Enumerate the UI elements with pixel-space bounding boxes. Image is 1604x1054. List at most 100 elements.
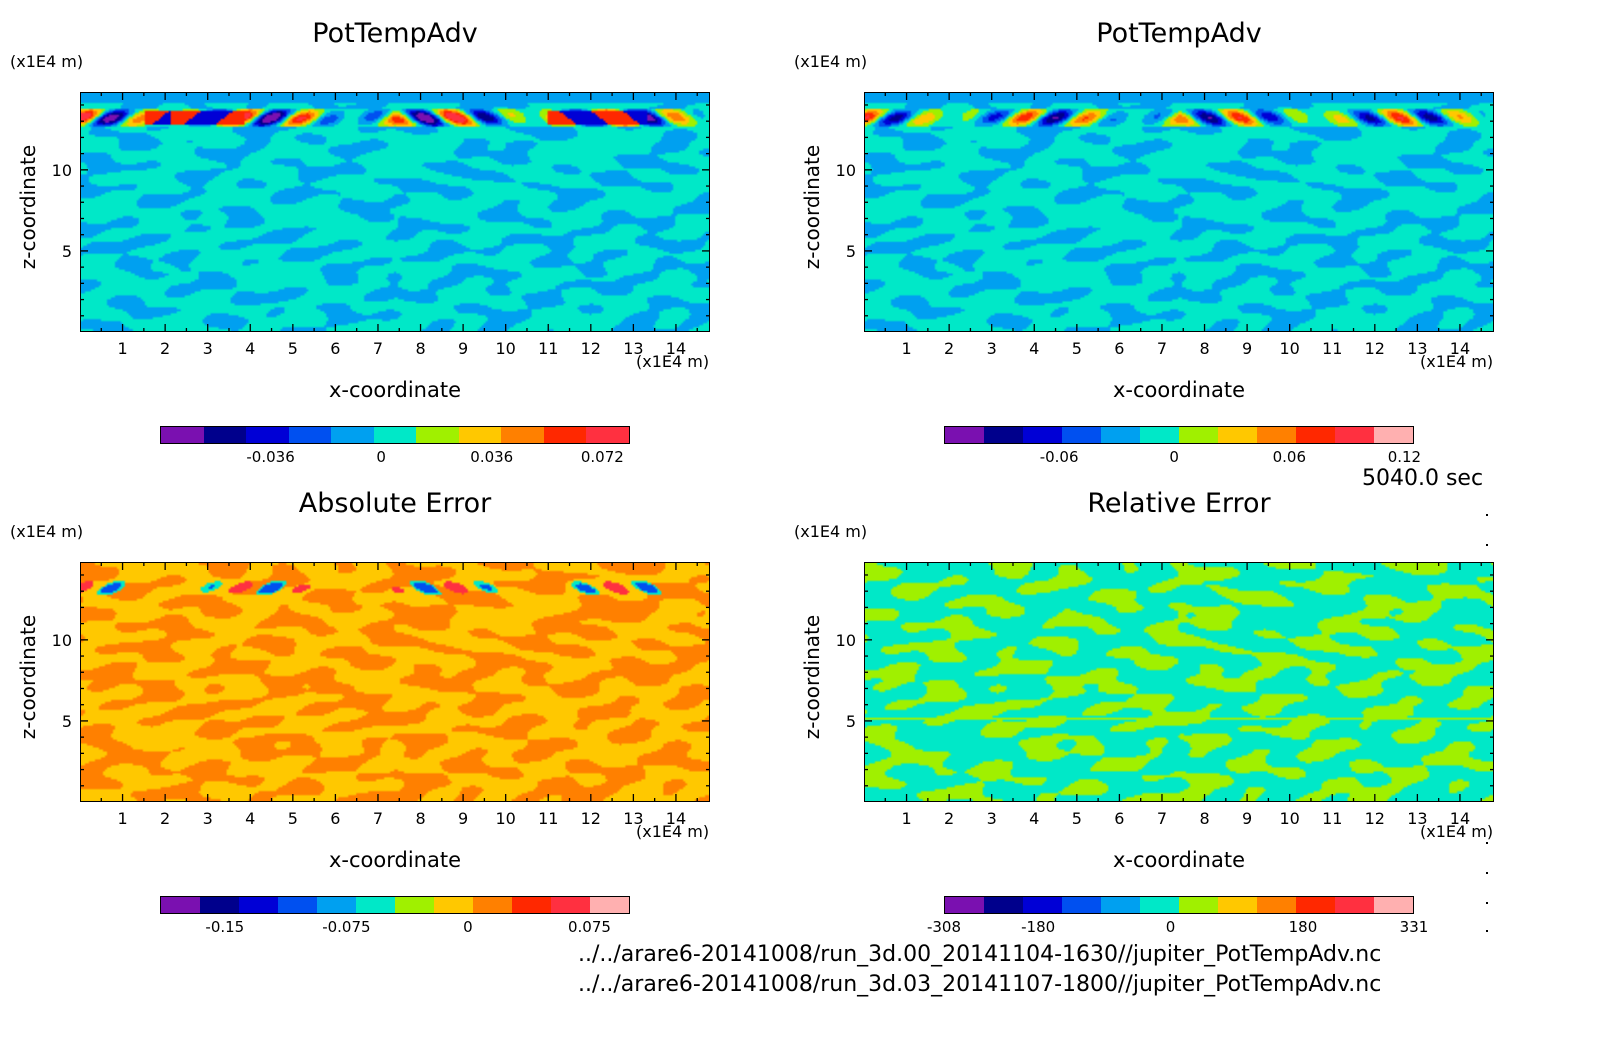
colorbar-swatch	[473, 897, 512, 913]
heatmap-canvas	[865, 93, 1493, 331]
x-tick-label: 4	[245, 339, 255, 358]
heatmap-plot-area	[80, 562, 710, 802]
colorbar-tick-label: -0.06	[1039, 448, 1079, 466]
colorbar-swatch	[1062, 897, 1101, 913]
heatmap-canvas	[865, 563, 1493, 801]
x-tick-label: 14	[666, 339, 686, 358]
x-tick-label: 2	[944, 339, 954, 358]
heatmap-canvas	[81, 93, 709, 331]
x-tick-label: 11	[1322, 339, 1342, 358]
colorbar-tick-label: 0	[1165, 918, 1176, 936]
colorbar-swatch	[317, 897, 356, 913]
colorbar-swatch	[458, 427, 502, 443]
y-unit: (x1E4 m)	[794, 52, 868, 71]
x-tick-label: 3	[203, 339, 213, 358]
y-tick-label: 5	[62, 712, 72, 731]
chart-title: PotTempAdv	[1096, 18, 1262, 49]
x-tick-label: 7	[373, 809, 383, 828]
colorbar-swatch	[1257, 427, 1296, 443]
colorbar-swatch	[984, 897, 1023, 913]
x-tick-label: 5	[288, 339, 298, 358]
x-axis-label: x-coordinate	[1112, 378, 1245, 402]
colorbar-tick-label: 0	[1169, 448, 1179, 466]
colorbar-swatch	[512, 897, 551, 913]
x-tick-label: 14	[1450, 809, 1470, 828]
x-axis-label: x-coordinate	[1112, 848, 1245, 872]
x-tick-label: 9	[458, 809, 468, 828]
margin-dot	[1486, 514, 1488, 516]
x-tick-label: 11	[538, 339, 558, 358]
y-tick-label: 10	[836, 161, 856, 180]
colorbar-swatch	[551, 897, 590, 913]
colorbar-labels: -0.036 0 0.036 0.072	[0, 0, 790, 470]
x-tick-label: 6	[1114, 809, 1124, 828]
x-axis-label: x-coordinate	[328, 848, 461, 872]
colorbar-swatch	[373, 427, 417, 443]
chart-title: Relative Error	[1087, 488, 1271, 519]
heatmap-plot-area	[864, 92, 1494, 332]
x-tick-label: 13	[623, 339, 643, 358]
x-tick-label: 2	[160, 809, 170, 828]
colorbar-swatch	[984, 427, 1023, 443]
x-tick-label: 4	[1029, 339, 1039, 358]
colorbar-labels: -0.06 0 0.06 0.12	[784, 0, 1574, 470]
x-tick-label: 2	[944, 809, 954, 828]
y-tick-label: 5	[62, 242, 72, 261]
colorbar-swatch	[1179, 427, 1218, 443]
colorbar-tick-label: 0.12	[1387, 448, 1422, 466]
colorbar-tick-label: -0.15	[205, 918, 245, 936]
colorbar-swatch	[945, 427, 984, 443]
file-path-1: ../../arare6-20141008/run_3d.00_20141104…	[578, 942, 1382, 967]
colorbar-swatch	[1374, 427, 1413, 443]
colorbar-swatch	[590, 897, 629, 913]
colorbar-tick-label: 0.075	[567, 918, 611, 936]
colorbar-swatch	[239, 897, 278, 913]
heatmap-plot-area	[864, 562, 1494, 802]
colorbar-swatch	[416, 427, 459, 443]
x-tick-label: 10	[495, 809, 515, 828]
y-tick-label: 5	[846, 712, 856, 731]
colorbar-swatch	[288, 427, 332, 443]
time-label: 5040.0 sec	[1362, 466, 1484, 491]
colorbar-swatch	[278, 897, 317, 913]
x-tick-label: 1	[901, 339, 911, 358]
x-tick-label: 6	[330, 809, 340, 828]
x-tick-label: 14	[666, 809, 686, 828]
x-tick-label: 4	[1029, 809, 1039, 828]
margin-dot	[1486, 930, 1488, 932]
x-tick-label: 10	[1279, 809, 1299, 828]
colorbar-swatch	[543, 427, 587, 443]
y-tick-label: 10	[52, 631, 72, 650]
colorbar	[160, 896, 630, 914]
x-tick-label: 9	[1242, 809, 1252, 828]
heatmap-plot-area	[80, 92, 710, 332]
colorbar-swatch	[356, 897, 395, 913]
colorbar-swatch	[1101, 427, 1140, 443]
x-tick-label: 5	[288, 809, 298, 828]
colorbar-tick-label: 180	[1288, 918, 1318, 936]
colorbar-swatch	[1140, 897, 1179, 913]
colorbar-tick-label: -0.075	[322, 918, 371, 936]
colorbar-swatch	[1023, 427, 1062, 443]
x-tick-label: 13	[1407, 339, 1427, 358]
colorbar-swatch	[945, 897, 984, 913]
colorbar	[944, 426, 1414, 444]
x-tick-label: 9	[1242, 339, 1252, 358]
y-unit: (x1E4 m)	[10, 52, 84, 71]
x-tick-label: 13	[1407, 809, 1427, 828]
colorbar-swatch	[1374, 897, 1413, 913]
x-tick-label: 3	[987, 339, 997, 358]
y-unit: (x1E4 m)	[10, 522, 84, 541]
colorbar	[944, 896, 1414, 914]
colorbar-labels: -308 -180 0 180 331	[784, 470, 1574, 940]
x-tick-label: 7	[1157, 809, 1167, 828]
colorbar-tick-label: 0	[376, 448, 386, 466]
x-tick-label: 10	[1279, 339, 1299, 358]
colorbar-swatch	[1257, 897, 1296, 913]
margin-dot	[1486, 544, 1488, 546]
